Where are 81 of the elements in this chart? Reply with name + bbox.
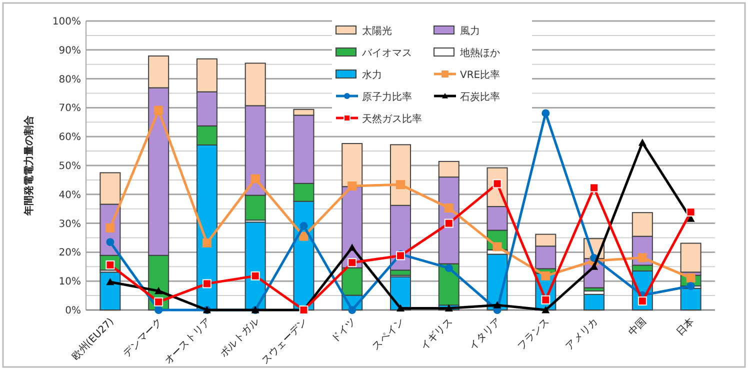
y-tick-label: 80%	[58, 74, 81, 86]
y-tick-label: 50%	[58, 161, 81, 172]
point	[396, 180, 405, 190]
point	[686, 208, 696, 217]
bar	[100, 272, 121, 310]
point	[444, 203, 454, 212]
y-tick-label: 90%	[58, 45, 81, 56]
x-tick-label: ドイツ	[329, 316, 358, 346]
point	[106, 238, 114, 246]
legend-石炭比率: 石炭比率	[434, 92, 500, 103]
legend-太陽光: 太陽光	[336, 26, 392, 37]
y-tick-label: 100%	[52, 16, 81, 28]
point	[300, 222, 308, 230]
legend-label: VRE比率	[460, 69, 500, 81]
bar	[584, 294, 605, 310]
point	[638, 138, 646, 146]
y-axis-title: 年間発電電力量の割合	[23, 114, 35, 216]
legend-label: 水力	[362, 69, 382, 81]
legend-label: 天然ガス比率	[362, 113, 422, 125]
point	[444, 264, 453, 272]
point	[250, 271, 260, 280]
point	[202, 279, 212, 288]
point	[542, 306, 550, 314]
x-tick-label: オーストリア	[162, 316, 214, 367]
point	[154, 106, 164, 115]
point	[590, 262, 598, 270]
x-tick-label: ポルトガル	[218, 316, 262, 360]
point	[154, 286, 163, 294]
legend-label: バイオマス	[361, 48, 412, 59]
point	[202, 238, 212, 248]
x-tick-label: 日本	[674, 316, 697, 338]
point	[250, 174, 260, 184]
legend-風力: 風力	[434, 26, 480, 37]
x-tick-label: スペイン	[370, 316, 407, 352]
bar	[680, 242, 702, 273]
y-tick-label: 10%	[58, 276, 81, 288]
x-tick-label: 中国	[626, 316, 649, 338]
y-tick-label: 0%	[65, 306, 81, 316]
point	[348, 182, 357, 191]
point	[638, 253, 647, 262]
y-tick-label: 30%	[58, 218, 81, 230]
legend-地熱ほか: 地熱ほか	[434, 48, 500, 59]
x-tick-label: フランス	[516, 316, 552, 352]
point	[492, 242, 502, 252]
point	[348, 258, 357, 268]
point	[638, 296, 647, 306]
bar	[680, 288, 702, 310]
y-tick-label: 70%	[58, 103, 81, 114]
point	[444, 218, 454, 228]
point	[348, 244, 356, 251]
x-tick-label: イタリア	[467, 316, 504, 352]
legend-label: 風力	[460, 25, 480, 37]
point	[542, 109, 550, 118]
x-tick-label: スウェーデン	[260, 316, 310, 367]
y-tick-label: 60%	[58, 132, 81, 144]
point	[396, 304, 404, 312]
y-tick-label: 20%	[58, 248, 81, 259]
point	[106, 223, 115, 232]
point	[444, 304, 453, 312]
point	[590, 183, 599, 192]
point	[106, 278, 114, 286]
x-tick-label: アメリカ	[564, 316, 600, 352]
point	[493, 301, 502, 308]
point	[541, 295, 550, 304]
legend-label: 石炭比率	[460, 91, 500, 103]
point	[154, 306, 163, 314]
legend-水力: 水力	[336, 70, 382, 81]
legend-label: 太陽光	[362, 25, 392, 37]
legend-label: 地熱ほか	[459, 47, 500, 59]
x-tick-label: イギリス	[418, 316, 456, 352]
y-tick-label: 40%	[58, 190, 81, 201]
point	[541, 271, 550, 280]
point	[686, 282, 695, 290]
point	[154, 297, 164, 306]
legend-原子力比率: 原子力比率	[336, 92, 412, 103]
legend-バイオマス: バイオマス	[336, 48, 412, 59]
legend-label: 原子力比率	[362, 91, 412, 103]
x-tick-label: デンマーク	[122, 316, 165, 360]
legend-天然ガス比率: 天然ガス比率	[336, 114, 422, 125]
point	[492, 179, 502, 188]
point	[348, 306, 356, 314]
